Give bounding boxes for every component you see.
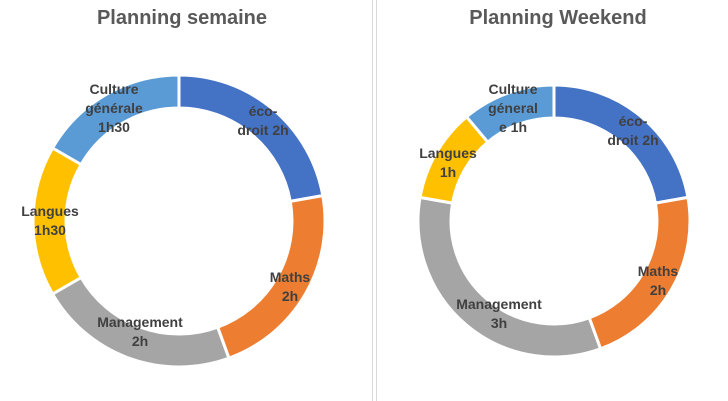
panel-divider — [376, 0, 377, 401]
chart-panel-semaine: Planning semaine éco- droit 2h Maths 2h … — [21, 7, 327, 369]
donut-chart — [31, 73, 327, 369]
chart-title: Planning Weekend — [469, 7, 647, 29]
data-label-management: Management 2h — [97, 314, 183, 349]
donut-slice-management — [416, 195, 603, 359]
data-label-maths: Maths 2h — [269, 269, 311, 304]
data-label-langues: Langues 1h30 — [21, 203, 79, 238]
data-label-management: Management 3h — [456, 296, 542, 331]
donut-slice-culture-generale — [50, 73, 181, 167]
donut-slice-culture-generale — [464, 83, 556, 145]
chart-panel-weekend: Planning Weekend éco- droit 2h Maths 2h … — [364, 0, 728, 401]
chart-title: Planning semaine — [96, 7, 268, 29]
data-label-langues: Langues 1h — [419, 145, 477, 180]
data-label-eco-droit: éco- droit 2h — [607, 113, 659, 148]
panel-divider — [372, 0, 373, 401]
data-label-eco-droit: éco- droit 2h — [237, 103, 289, 138]
data-label-culture-generale: Culture générale 1h30 — [85, 81, 143, 135]
donut-chart — [416, 83, 692, 359]
data-label-culture-generale: Culture géneral e 1h — [488, 81, 538, 135]
data-label-maths: Maths 2h — [637, 263, 679, 298]
